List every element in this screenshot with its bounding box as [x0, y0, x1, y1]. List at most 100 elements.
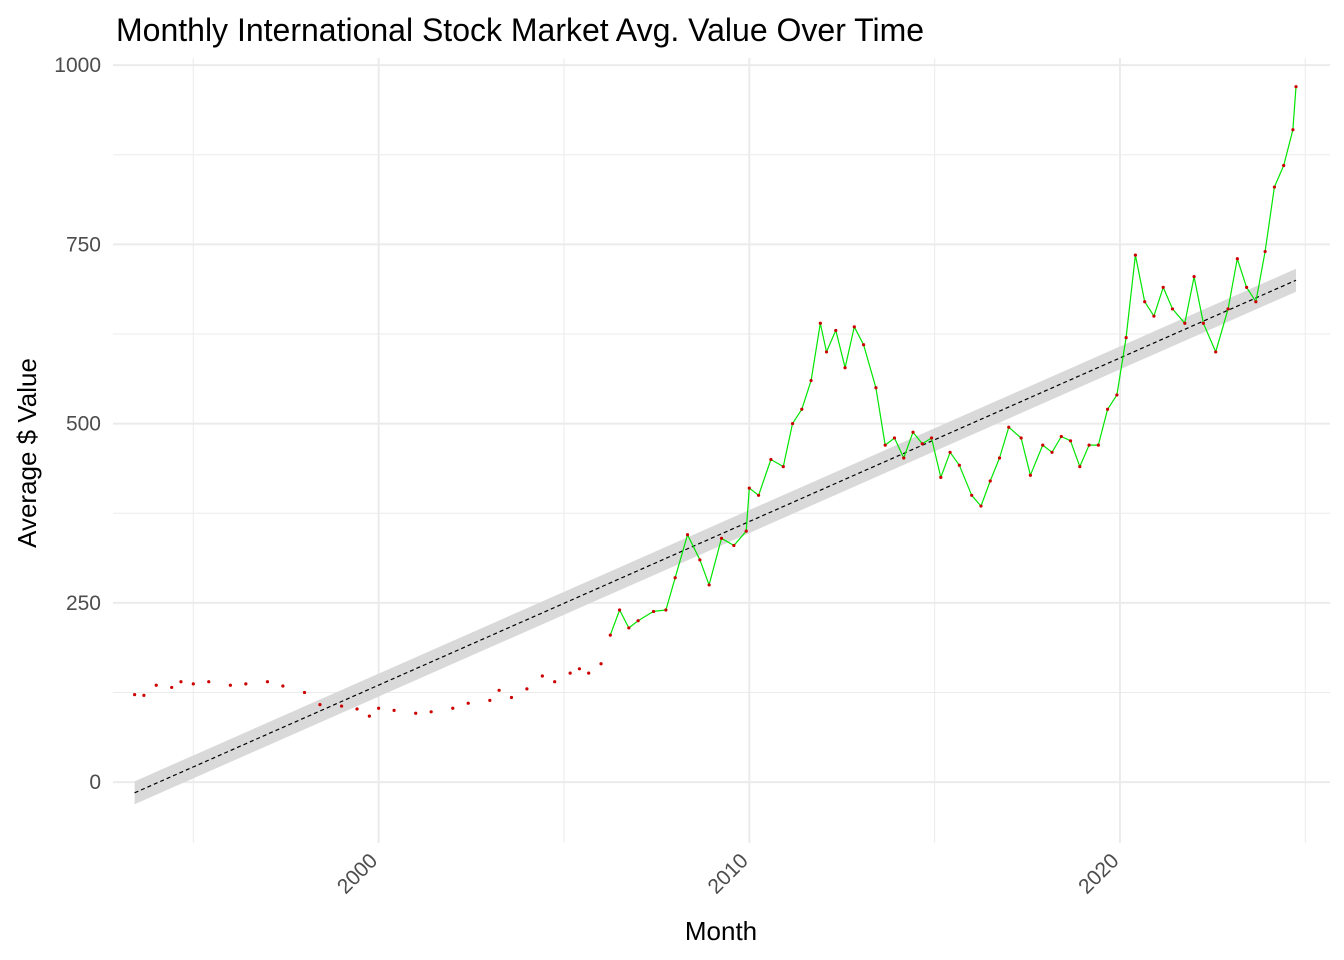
data-point — [355, 707, 359, 711]
data-point — [1050, 450, 1054, 454]
data-point — [207, 680, 211, 684]
data-point — [318, 703, 322, 707]
data-point — [627, 626, 631, 630]
data-point — [228, 683, 232, 687]
data-point — [957, 463, 961, 467]
data-point — [852, 325, 856, 329]
data-point — [599, 662, 603, 666]
data-point — [929, 436, 934, 440]
data-point — [392, 708, 396, 712]
data-point — [1235, 257, 1239, 261]
x-tick-labels: 2000 2010 2020 — [333, 849, 1124, 898]
data-point — [1096, 443, 1100, 447]
data-point — [488, 698, 492, 702]
data-point — [1133, 253, 1138, 257]
data-point — [1161, 285, 1165, 290]
trend-layer — [134, 279, 1297, 794]
data-point — [466, 701, 470, 705]
data-point — [1201, 321, 1205, 325]
data-point — [540, 674, 544, 678]
data-point — [244, 682, 248, 686]
data-point — [1282, 163, 1286, 168]
data-point — [1087, 443, 1091, 447]
data-point — [154, 683, 158, 687]
data-point — [790, 422, 795, 426]
data-point — [651, 609, 656, 614]
x-tick-label: 2020 — [1074, 849, 1123, 898]
data-point — [1124, 335, 1128, 340]
data-point — [429, 710, 433, 714]
series-line-layer — [609, 86, 1297, 636]
data-point — [133, 693, 137, 697]
data-point — [834, 328, 838, 333]
data-point — [142, 693, 146, 697]
data-point — [1019, 436, 1023, 440]
data-point — [988, 479, 992, 483]
data-point — [281, 684, 285, 688]
data-point — [1272, 185, 1277, 189]
y-tick-label: 500 — [66, 413, 101, 436]
y-axis-title: Average $ Value — [12, 358, 42, 548]
data-point — [587, 671, 591, 675]
data-point — [617, 608, 622, 612]
data-point — [414, 711, 418, 715]
data-point — [1245, 285, 1249, 290]
data-point — [302, 690, 307, 695]
data-point — [747, 486, 751, 490]
y-tick-label: 0 — [89, 771, 101, 794]
data-point — [191, 682, 195, 686]
data-point — [1115, 393, 1119, 397]
data-point — [367, 714, 371, 718]
data-point — [377, 706, 381, 710]
data-point — [1294, 85, 1298, 89]
data-point — [1170, 307, 1175, 311]
data-point — [577, 667, 582, 671]
x-axis-title: Month — [685, 916, 757, 946]
series-point-layer — [133, 85, 1298, 718]
data-point — [568, 671, 572, 675]
data-point — [892, 436, 897, 440]
y-tick-label: 1000 — [54, 54, 101, 77]
data-point — [673, 576, 677, 580]
confidence-band — [134, 268, 1297, 805]
data-point — [497, 688, 501, 692]
data-point — [902, 456, 906, 460]
data-point — [809, 379, 813, 383]
data-point — [1263, 249, 1267, 254]
data-point — [707, 583, 711, 587]
data-point — [769, 457, 773, 462]
data-point — [744, 529, 748, 533]
data-point — [1192, 275, 1196, 279]
data-point — [1152, 314, 1156, 318]
data-point — [861, 343, 866, 347]
data-point — [608, 633, 612, 637]
data-point — [1007, 425, 1011, 429]
data-point — [824, 350, 829, 354]
data-point — [179, 680, 183, 684]
data-point — [874, 386, 878, 390]
data-point — [818, 321, 822, 325]
grid-major — [113, 58, 1330, 843]
data-point — [553, 680, 557, 684]
confidence-band-layer — [134, 268, 1297, 805]
data-point — [883, 443, 887, 447]
data-point — [525, 687, 529, 691]
data-point — [265, 680, 270, 684]
data-point — [1214, 350, 1218, 354]
data-point — [636, 619, 640, 623]
grid-minor — [113, 58, 1330, 843]
data-point — [1226, 307, 1230, 311]
data-point — [1068, 439, 1073, 443]
series-line — [609, 86, 1297, 636]
data-point — [509, 695, 514, 700]
chart-title: Monthly International Stock Market Avg. … — [116, 12, 924, 48]
data-point — [948, 450, 952, 454]
data-point — [1041, 443, 1045, 447]
data-point — [920, 442, 924, 446]
trend-line — [134, 279, 1297, 794]
data-point — [970, 493, 974, 497]
data-point — [719, 536, 724, 540]
data-point — [685, 533, 690, 537]
data-point — [1106, 407, 1110, 411]
